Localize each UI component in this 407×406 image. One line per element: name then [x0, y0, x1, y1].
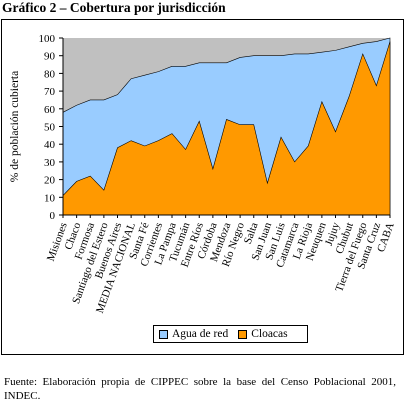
- series-area-cloacas: [62, 41, 391, 216]
- y-tick-label: 30: [44, 157, 56, 169]
- legend-label-cloacas: Cloacas: [251, 328, 288, 340]
- y-tick-label: 70: [44, 86, 56, 98]
- y-tick-label: 0: [50, 210, 56, 222]
- y-tick-label: 90: [44, 51, 56, 63]
- source-note: Fuente: Elaboración propia de CIPPEC sob…: [4, 376, 396, 402]
- y-tick-label: 80: [44, 68, 56, 80]
- chart-title: Gráfico 2 – Cobertura por jurisdicción: [2, 0, 226, 15]
- legend-label-agua: Agua de red: [172, 328, 229, 340]
- legend-swatch-agua: [159, 329, 168, 339]
- y-tick-label: 20: [44, 175, 56, 187]
- y-tick-label: 60: [44, 104, 56, 116]
- y-axis-title: % de población cubierta: [9, 71, 21, 182]
- y-tick-label: 40: [44, 139, 56, 151]
- y-tick-label: 10: [44, 192, 56, 204]
- y-tick-label: 50: [44, 122, 56, 134]
- chart-frame: [1, 19, 404, 355]
- plot-area: [62, 37, 391, 216]
- legend-item-agua: Agua de red: [159, 328, 228, 340]
- legend-swatch-cloacas: [238, 329, 248, 339]
- legend: Agua de red Cloacas: [153, 325, 308, 343]
- legend-item-cloacas: Cloacas: [238, 328, 288, 340]
- y-tick-label: 100: [39, 33, 56, 45]
- y-axis: 0 10 20 30 40 50 60 70 80 90 100 % de población cub…: [9, 33, 64, 222]
